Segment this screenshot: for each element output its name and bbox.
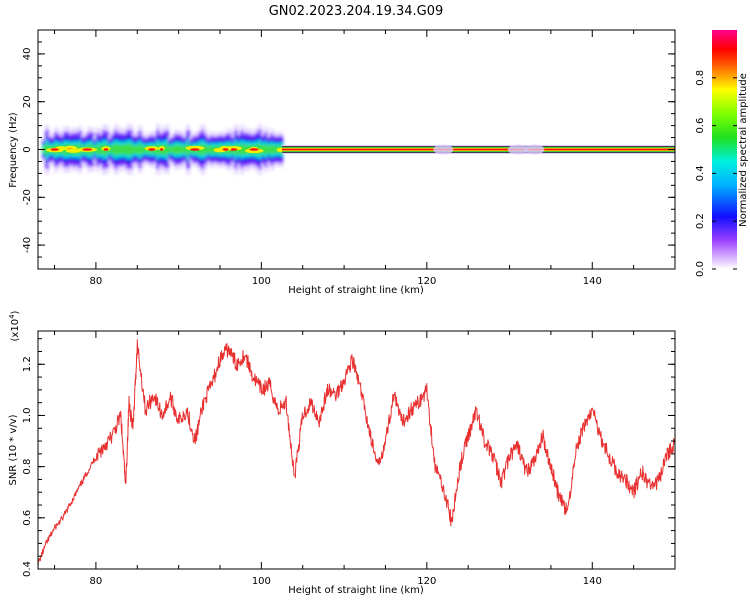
- snr-x-tick-label: 80: [90, 576, 103, 587]
- spectrogram-green-cell: [123, 144, 128, 155]
- spectrogram-red-blob: [103, 148, 109, 151]
- colorbar-tick-label: 0.4: [695, 165, 706, 181]
- spectrogram-red-blob: [190, 148, 200, 151]
- colorbar: 0.0 0.2 0.4 0.6 0.8 Normalized spectral ampl…: [695, 30, 749, 277]
- spectrogram-green-cell: [201, 143, 206, 156]
- spectrogram-x-tick-label: 120: [417, 276, 436, 287]
- spectrogram-green-cell: [174, 144, 179, 155]
- spectrogram-green-cell: [183, 146, 188, 153]
- snr-y-ticks: 0.4 0.6 0.8 1.0 1.2: [22, 338, 675, 577]
- spectrogram-y-tick-label: 20: [22, 95, 33, 108]
- strong-line-red: [282, 148, 675, 151]
- strong-line-patch: [507, 144, 528, 155]
- spectrogram-image: [42, 123, 675, 176]
- snr-x-ticks: 80 100 120 140: [54, 331, 676, 587]
- colorbar-tick-label: 0.0: [695, 261, 706, 277]
- spectrogram-x-tick-label: 100: [252, 276, 271, 287]
- spectrogram-x-tick-label: 140: [583, 276, 602, 287]
- spectrogram-green-cell: [99, 145, 104, 154]
- colorbar-gradient: [712, 30, 737, 269]
- figure-title: GN02.2023.204.19.34.G09: [269, 4, 444, 19]
- spectrogram-red-blob: [82, 148, 93, 151]
- spectrogram-red-blob: [148, 148, 156, 151]
- spectrogram-green-cell: [264, 144, 269, 155]
- spectrogram-green-cell: [117, 144, 122, 155]
- spectrogram-green-cell: [204, 144, 209, 155]
- colorbar-tick-label: 0.2: [695, 213, 706, 229]
- spectrogram-green-cell: [132, 145, 137, 154]
- spectrogram-green-cell: [168, 146, 173, 153]
- spectrogram-green-cell: [270, 144, 275, 155]
- colorbar-tick-label: 0.6: [695, 118, 706, 134]
- snr-panel: 80 100 120 140 0.4 0.6 0.8 1.0 1.2 Height of st…: [8, 310, 676, 596]
- spectrogram-green-cell: [111, 144, 116, 155]
- spectrogram-yellow-blob: [244, 148, 264, 154]
- spectrogram-y-label: Frequency (Hz): [8, 112, 19, 188]
- spectrogram-yellow-blob: [185, 145, 205, 151]
- snr-y-tick-label: 0.8: [22, 459, 33, 475]
- spectrogram-green-cell: [240, 143, 245, 156]
- colorbar-tick-label: 0.8: [695, 70, 706, 86]
- snr-line: [38, 339, 675, 568]
- spectrogram-panel: 80 100 120 140 40 20 0 -20 -40 Height of straig…: [8, 29, 676, 296]
- spectrogram-red-blob: [249, 148, 259, 151]
- spectrogram-red-blob: [222, 148, 229, 151]
- spectrogram-green-cell: [96, 144, 101, 155]
- colorbar-ticks: 0.0 0.2 0.4 0.6 0.8: [695, 70, 737, 277]
- snr-y-multiplier: (x104): [8, 310, 21, 341]
- spectrogram-green-cell: [273, 145, 278, 154]
- spectrogram-green-cell: [180, 145, 185, 154]
- spectrogram-green-cell: [261, 145, 266, 154]
- spectrogram-green-cell: [141, 145, 146, 154]
- spectrogram-y-tick-label: 40: [22, 48, 33, 61]
- colorbar-label: Normalized spectral amplitude: [738, 73, 749, 227]
- snr-x-tick-label: 100: [252, 576, 271, 587]
- snr-y-label: SNR (10 * v/v): [8, 414, 19, 485]
- spectrogram-yellow-blob: [65, 148, 82, 153]
- snr-x-tick-label: 140: [583, 576, 602, 587]
- spectrogram-green-cell: [171, 145, 176, 154]
- spectrogram-x-label: Height of straight line (km): [288, 285, 424, 296]
- spectrogram-red-blob: [160, 148, 164, 151]
- snr-y-tick-label: 0.6: [22, 510, 33, 526]
- spectrogram-y-tick-label: -20: [22, 189, 33, 205]
- spectrogram-x-ticks: 80 100 120 140: [54, 30, 676, 287]
- spectrogram-red-blob: [50, 148, 59, 151]
- snr-x-tick-label: 120: [417, 576, 436, 587]
- spectrogram-green-cell: [129, 143, 134, 156]
- spectrogram-green-cell: [120, 144, 125, 155]
- snr-y-tick-label: 1.2: [22, 356, 33, 372]
- snr-y-tick-label: 0.4: [22, 561, 33, 577]
- spectrogram-green-cell: [210, 145, 215, 154]
- spectrogram-y-tick-label: 0: [22, 146, 33, 152]
- strong-line-patch: [524, 144, 545, 155]
- spectrogram-green-cell: [138, 143, 143, 156]
- spectrogram-green-cell: [114, 143, 119, 156]
- spectrogram-strong-line: [282, 144, 675, 155]
- spectrogram-green-cell: [165, 143, 170, 156]
- spectrogram-y-tick-label: -40: [22, 237, 33, 253]
- spectrogram-green-cell: [126, 143, 131, 156]
- spectrogram-green-cell: [177, 144, 182, 155]
- snr-x-label: Height of straight line (km): [288, 585, 424, 596]
- strong-line-patch: [433, 144, 454, 155]
- spectrogram-x-tick-label: 80: [90, 276, 103, 287]
- snr-frame: [37, 330, 676, 570]
- spectrogram-green-cell: [243, 144, 248, 155]
- snr-y-tick-label: 1.0: [22, 407, 33, 423]
- spectrogram-y-ticks: 40 20 0 -20 -40: [22, 29, 675, 270]
- spectrogram-green-cell: [156, 143, 161, 156]
- spectrogram-green-cell: [207, 146, 212, 153]
- spectrogram-green-cell: [135, 145, 140, 154]
- spectrogram-green-cell: [267, 145, 272, 154]
